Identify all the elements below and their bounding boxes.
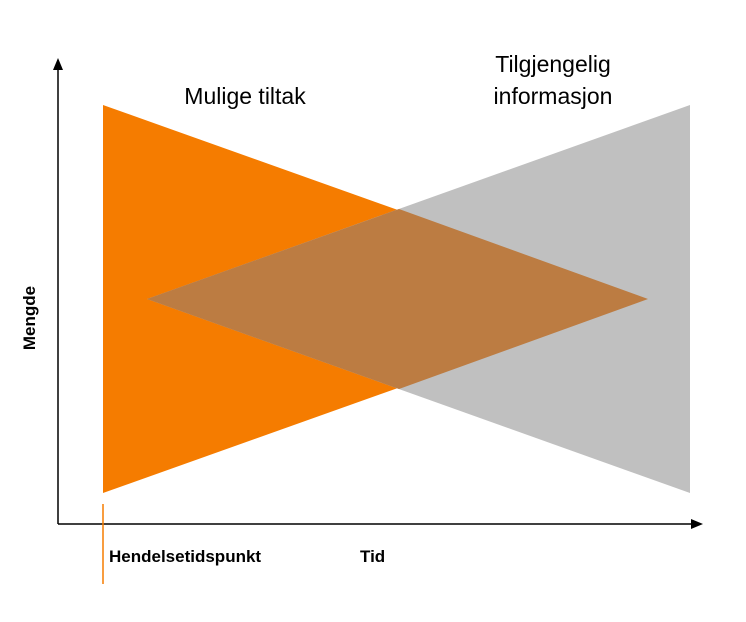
y-axis-label: Mengde — [20, 286, 39, 350]
overlap-diamond — [147, 209, 648, 389]
x-axis-label: Tid — [360, 547, 385, 566]
tilgjengelig-informasjon-label-line2: informasjon — [494, 83, 613, 109]
x-axis-arrow-icon — [691, 519, 703, 529]
y-axis-arrow-icon — [53, 58, 63, 70]
event-label: Hendelsetidspunkt — [109, 547, 261, 566]
tilgjengelig-informasjon-label-line1: Tilgjengelig — [495, 51, 611, 77]
mulige-tiltak-label: Mulige tiltak — [184, 83, 306, 109]
